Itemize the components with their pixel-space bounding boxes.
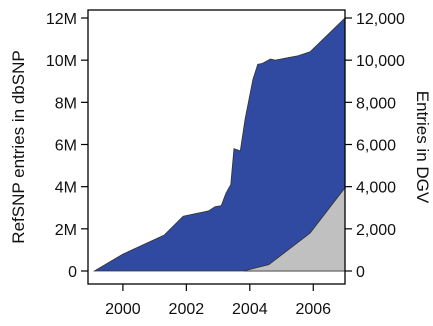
y-right-tick-label: 2,000: [356, 222, 396, 239]
y-left-tick-label: 4M: [55, 180, 77, 197]
y-right-tick-label: 10,000: [356, 53, 405, 70]
y-left-tick-label: 0: [68, 264, 77, 281]
y-axis-right-title: Entries in DGV: [413, 91, 432, 204]
x-axis: 2000 2002 2004 2006: [105, 284, 331, 318]
area-series-2: [243, 186, 346, 272]
x-tick-label: 2004: [232, 301, 268, 318]
y-axis-left-title: RefSNP entries in dbSNP: [9, 50, 28, 243]
y-left-tick-label: 10M: [46, 53, 77, 70]
y-right-tick-label: 6,000: [356, 138, 396, 155]
x-tick-label: 2002: [169, 301, 205, 318]
chart-areas: [92, 17, 346, 272]
y-right-tick-label: 12,000: [356, 11, 405, 28]
y-right-tick-label: 4,000: [356, 180, 396, 197]
y-right-tick-label: 0: [356, 264, 365, 281]
x-tick-label: 2000: [105, 301, 141, 318]
area-series-1: [92, 17, 346, 272]
y-left-tick-label: 2M: [55, 222, 77, 239]
y-axis-left: 0 2M 4M 6M 8M 10M 12M: [46, 11, 88, 281]
y-right-tick-label: 8,000: [356, 95, 396, 112]
plot-frame: [87, 9, 346, 285]
y-left-tick-label: 6M: [55, 138, 77, 155]
x-tick-label: 2006: [295, 301, 331, 318]
y-left-tick-label: 12M: [46, 11, 77, 28]
y-axis-right: 0 2,000 4,000 6,000 8,000 10,000 12,000: [345, 11, 405, 281]
y-left-tick-label: 8M: [55, 95, 77, 112]
